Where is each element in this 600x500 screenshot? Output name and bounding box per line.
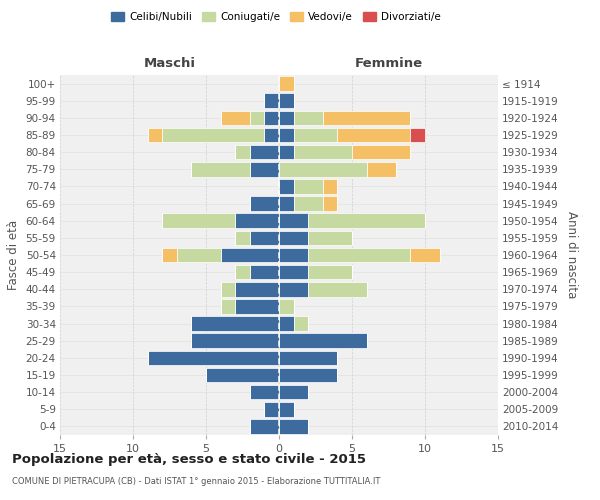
Bar xyxy=(279,94,293,108)
Text: Popolazione per età, sesso e stato civile - 2015: Popolazione per età, sesso e stato civil… xyxy=(12,452,366,466)
Bar xyxy=(162,128,265,142)
Bar xyxy=(162,248,177,262)
Bar xyxy=(265,402,279,416)
Bar xyxy=(352,145,410,160)
Bar xyxy=(323,196,337,211)
Y-axis label: Anni di nascita: Anni di nascita xyxy=(565,212,578,298)
Bar xyxy=(279,316,293,331)
Bar xyxy=(279,230,308,245)
Legend: Celibi/Nubili, Coniugati/e, Vedovi/e, Divorziati/e: Celibi/Nubili, Coniugati/e, Vedovi/e, Di… xyxy=(107,8,445,26)
Bar xyxy=(308,230,352,245)
Bar xyxy=(235,214,279,228)
Bar xyxy=(279,334,367,348)
Bar xyxy=(221,248,279,262)
Bar xyxy=(148,350,279,365)
Bar xyxy=(410,248,440,262)
Bar xyxy=(235,265,250,280)
Bar xyxy=(308,248,410,262)
Bar xyxy=(250,110,265,125)
Bar xyxy=(191,334,279,348)
Bar xyxy=(410,128,425,142)
Bar xyxy=(250,385,279,400)
Y-axis label: Fasce di età: Fasce di età xyxy=(7,220,20,290)
Bar xyxy=(279,179,293,194)
Bar xyxy=(293,110,323,125)
Bar xyxy=(250,145,279,160)
Bar xyxy=(279,265,308,280)
Bar xyxy=(323,110,410,125)
Bar xyxy=(279,162,367,176)
Bar xyxy=(323,179,337,194)
Bar xyxy=(279,350,337,365)
Bar xyxy=(162,214,235,228)
Bar xyxy=(279,76,293,91)
Bar xyxy=(221,110,250,125)
Bar xyxy=(235,299,279,314)
Bar xyxy=(279,214,308,228)
Bar xyxy=(279,110,293,125)
Bar xyxy=(337,128,410,142)
Bar xyxy=(250,162,279,176)
Bar xyxy=(293,128,337,142)
Bar xyxy=(308,282,367,296)
Bar xyxy=(279,419,308,434)
Bar xyxy=(206,368,279,382)
Text: COMUNE DI PIETRACUPA (CB) - Dati ISTAT 1° gennaio 2015 - Elaborazione TUTTITALIA: COMUNE DI PIETRACUPA (CB) - Dati ISTAT 1… xyxy=(12,478,380,486)
Bar xyxy=(235,145,250,160)
Bar xyxy=(221,282,235,296)
Bar xyxy=(250,419,279,434)
Bar xyxy=(191,316,279,331)
Bar xyxy=(265,110,279,125)
Bar xyxy=(293,179,323,194)
Bar xyxy=(293,316,308,331)
Text: Maschi: Maschi xyxy=(143,57,196,70)
Bar xyxy=(279,385,308,400)
Bar xyxy=(265,94,279,108)
Bar xyxy=(279,248,308,262)
Bar xyxy=(279,128,293,142)
Bar xyxy=(279,402,293,416)
Bar xyxy=(235,230,250,245)
Bar xyxy=(235,282,279,296)
Bar xyxy=(308,265,352,280)
Bar xyxy=(265,128,279,142)
Bar xyxy=(250,230,279,245)
Bar xyxy=(250,265,279,280)
Bar xyxy=(279,368,337,382)
Bar xyxy=(279,282,308,296)
Bar xyxy=(279,299,293,314)
Bar xyxy=(367,162,396,176)
Bar xyxy=(177,248,221,262)
Bar xyxy=(293,196,323,211)
Bar xyxy=(221,299,235,314)
Bar xyxy=(250,196,279,211)
Bar xyxy=(293,145,352,160)
Bar xyxy=(148,128,162,142)
Bar xyxy=(308,214,425,228)
Bar xyxy=(279,196,293,211)
Bar xyxy=(191,162,250,176)
Text: Femmine: Femmine xyxy=(355,57,422,70)
Bar xyxy=(279,145,293,160)
